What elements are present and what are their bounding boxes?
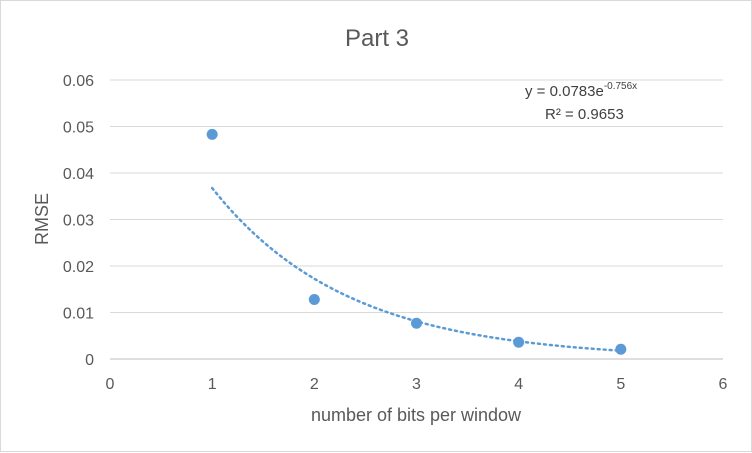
x-tick-label: 5 bbox=[616, 376, 625, 393]
x-axis-label: number of bits per window bbox=[311, 405, 522, 425]
y-tick-label: 0 bbox=[85, 352, 94, 369]
x-tick-labels: 0 1 2 3 4 5 6 bbox=[106, 376, 728, 393]
x-tick-label: 4 bbox=[514, 376, 523, 393]
data-points bbox=[206, 128, 627, 355]
data-point bbox=[308, 293, 320, 305]
y-tick-label: 0.05 bbox=[63, 120, 94, 137]
y-tick-label: 0.03 bbox=[63, 213, 94, 230]
y-tick-label: 0.06 bbox=[63, 73, 94, 90]
x-tick-label: 2 bbox=[310, 376, 319, 393]
trendline-equation-exponent: -0.756x bbox=[604, 81, 637, 92]
y-tick-labels: 0 0.01 0.02 0.03 0.04 0.05 0.06 bbox=[63, 73, 94, 369]
y-axis-label: RMSE bbox=[32, 193, 52, 245]
y-tick-label: 0.01 bbox=[63, 306, 94, 323]
gridlines bbox=[110, 79, 723, 360]
data-point bbox=[411, 317, 422, 329]
data-point bbox=[513, 336, 525, 348]
data-point bbox=[615, 343, 627, 355]
y-tick-label: 0.04 bbox=[63, 166, 94, 183]
x-tick-label: 3 bbox=[412, 376, 421, 393]
x-tick-label: 0 bbox=[106, 376, 115, 393]
x-tick-label: 6 bbox=[719, 376, 728, 393]
trendline-equation: y = 0.0783e-0.756x bbox=[525, 81, 637, 100]
y-tick-label: 0.02 bbox=[63, 259, 94, 276]
chart-title: Part 3 bbox=[345, 25, 409, 52]
trendline-r-squared: R² = 0.9653 bbox=[545, 106, 624, 123]
data-point bbox=[206, 128, 218, 140]
x-tick-label: 1 bbox=[208, 376, 217, 393]
trendline-equation-prefix: y = 0.0783e bbox=[525, 83, 604, 100]
